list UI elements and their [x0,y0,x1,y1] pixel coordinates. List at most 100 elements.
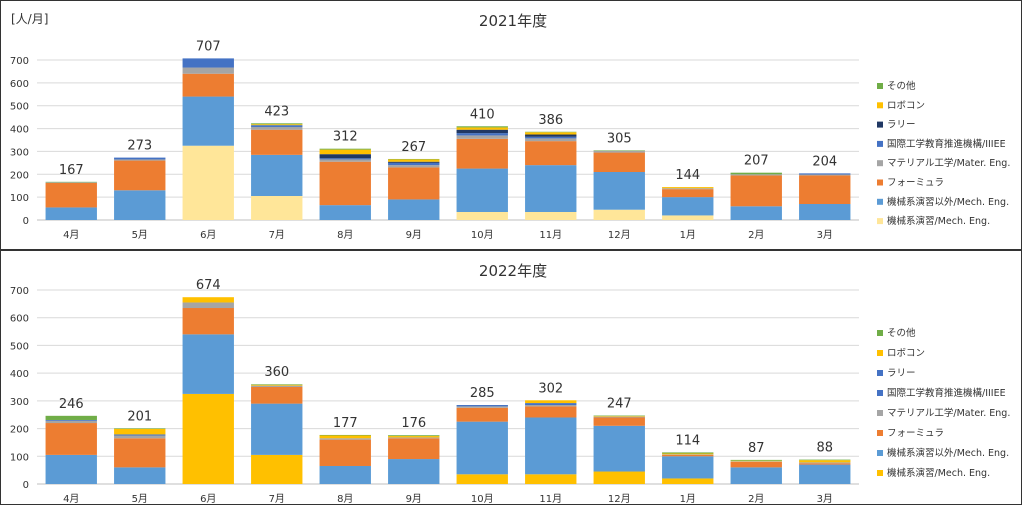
bar-segment-2 [457,422,508,475]
bar-segment-8 [457,126,508,127]
bar-segment-3 [183,74,234,97]
bar-segment-8 [662,452,713,453]
bar-segment-6 [525,135,576,137]
legend-entry: マテリアル工学/Mater. Eng. [887,157,1010,169]
legend-entry: ロボコン [887,348,925,359]
x-tick-label: 11月 [539,493,562,505]
legend-swatch [877,430,883,436]
total-label: 176 [401,416,426,431]
total-label: 177 [333,416,358,431]
legend-swatch [877,370,883,376]
total-label: 312 [333,130,358,145]
bar-segment-4 [457,406,508,407]
bar-segment-2 [731,206,782,220]
bar-segment-3 [183,308,234,334]
bar-segment-1 [457,474,508,484]
total-label: 410 [470,107,495,122]
y-tick-label: 300 [10,397,29,408]
bar-segment-2 [525,165,576,212]
legend-entry: 国際工学教育推進機構/IIIEE [887,138,1006,150]
y-tick-label: 400 [10,125,29,136]
total-label: 423 [264,104,289,119]
total-label: 204 [812,154,837,169]
bar-segment-2 [183,97,234,146]
x-tick-label: 8月 [337,229,353,241]
total-label: 707 [196,39,221,54]
bar-segment-2 [114,467,165,484]
legend-swatch [877,199,883,205]
bar-segment-5 [320,158,371,159]
x-tick-label: 3月 [817,493,833,505]
bar-segment-4 [251,386,302,387]
bar-segment-8 [251,123,302,124]
bar-segment-2 [251,404,302,455]
bar-segment-8 [731,173,782,175]
chart-2021: 2021年度01002003004005006007001674月2735月70… [1,1,1023,251]
legend-entry: その他 [887,327,916,339]
bar-segment-7 [457,127,508,129]
legend-entry: ロボコン [887,100,925,111]
bar-segment-3 [388,167,439,199]
legend-entry: フォーミュラ [887,428,944,439]
bar-segment-3 [799,175,850,204]
x-tick-label: 5月 [132,493,148,505]
x-tick-label: 4月 [63,493,79,505]
bar-segment-3 [388,438,439,459]
bar-segment-4 [594,417,645,418]
y-tick-label: 0 [23,480,29,491]
y-tick-label: 100 [10,193,29,204]
bar-segment-3 [525,141,576,165]
legend-swatch [877,450,883,456]
legend-swatch [877,83,883,89]
x-tick-label: 1月 [680,493,696,505]
bar-segment-5 [799,173,850,174]
total-label: 285 [470,386,495,401]
bar-segment-7 [594,416,645,417]
y-tick-label: 500 [10,341,29,352]
bar-segment-2 [320,205,371,220]
bar-segment-4 [46,182,97,183]
bar-segment-5 [525,137,576,139]
bar-segment-7 [320,150,371,155]
x-tick-label: 2月 [748,493,764,505]
bar-segment-2 [594,426,645,472]
x-tick-label: 12月 [608,493,631,505]
bar-segment-1 [251,455,302,484]
legend-entry: フォーミュラ [887,178,944,189]
y-tick-label: 200 [10,425,29,436]
bar-segment-2 [388,199,439,220]
bar-segment-1 [594,472,645,484]
bar-segment-2 [594,172,645,210]
x-tick-label: 9月 [406,493,422,505]
chart-2022: 2022年度01002003004005006007002464月2015月67… [1,251,1023,506]
bar-segment-7 [388,159,439,161]
legend-swatch [877,330,883,336]
bar-segment-3 [662,455,713,456]
bar-segment-3 [594,153,645,172]
bar-segment-2 [799,465,850,484]
y-tick-label: 600 [10,314,29,325]
bar-segment-4 [731,461,782,462]
total-label: 246 [59,397,84,412]
x-tick-label: 11月 [539,229,562,241]
x-tick-label: 7月 [269,229,285,241]
legend-entry: 機械系演習/Mech. Eng. [887,215,990,227]
legend-swatch [877,122,883,128]
bar-segment-1 [457,212,508,220]
y-tick-label: 500 [10,102,29,113]
bar-segment-7 [662,454,713,455]
bar-segment-3 [251,130,302,155]
bar-segment-4 [114,436,165,439]
legend-swatch [877,160,883,166]
bar-segment-4 [388,437,439,438]
bar-segment-7 [662,187,713,188]
bar-segment-4 [183,68,234,74]
y-tick-label: 700 [10,56,29,67]
bar-segment-7 [251,124,302,125]
bar-segment-3 [114,161,165,191]
legend-swatch [877,390,883,396]
bar-segment-2 [662,456,713,478]
bar-segment-1 [183,394,234,484]
